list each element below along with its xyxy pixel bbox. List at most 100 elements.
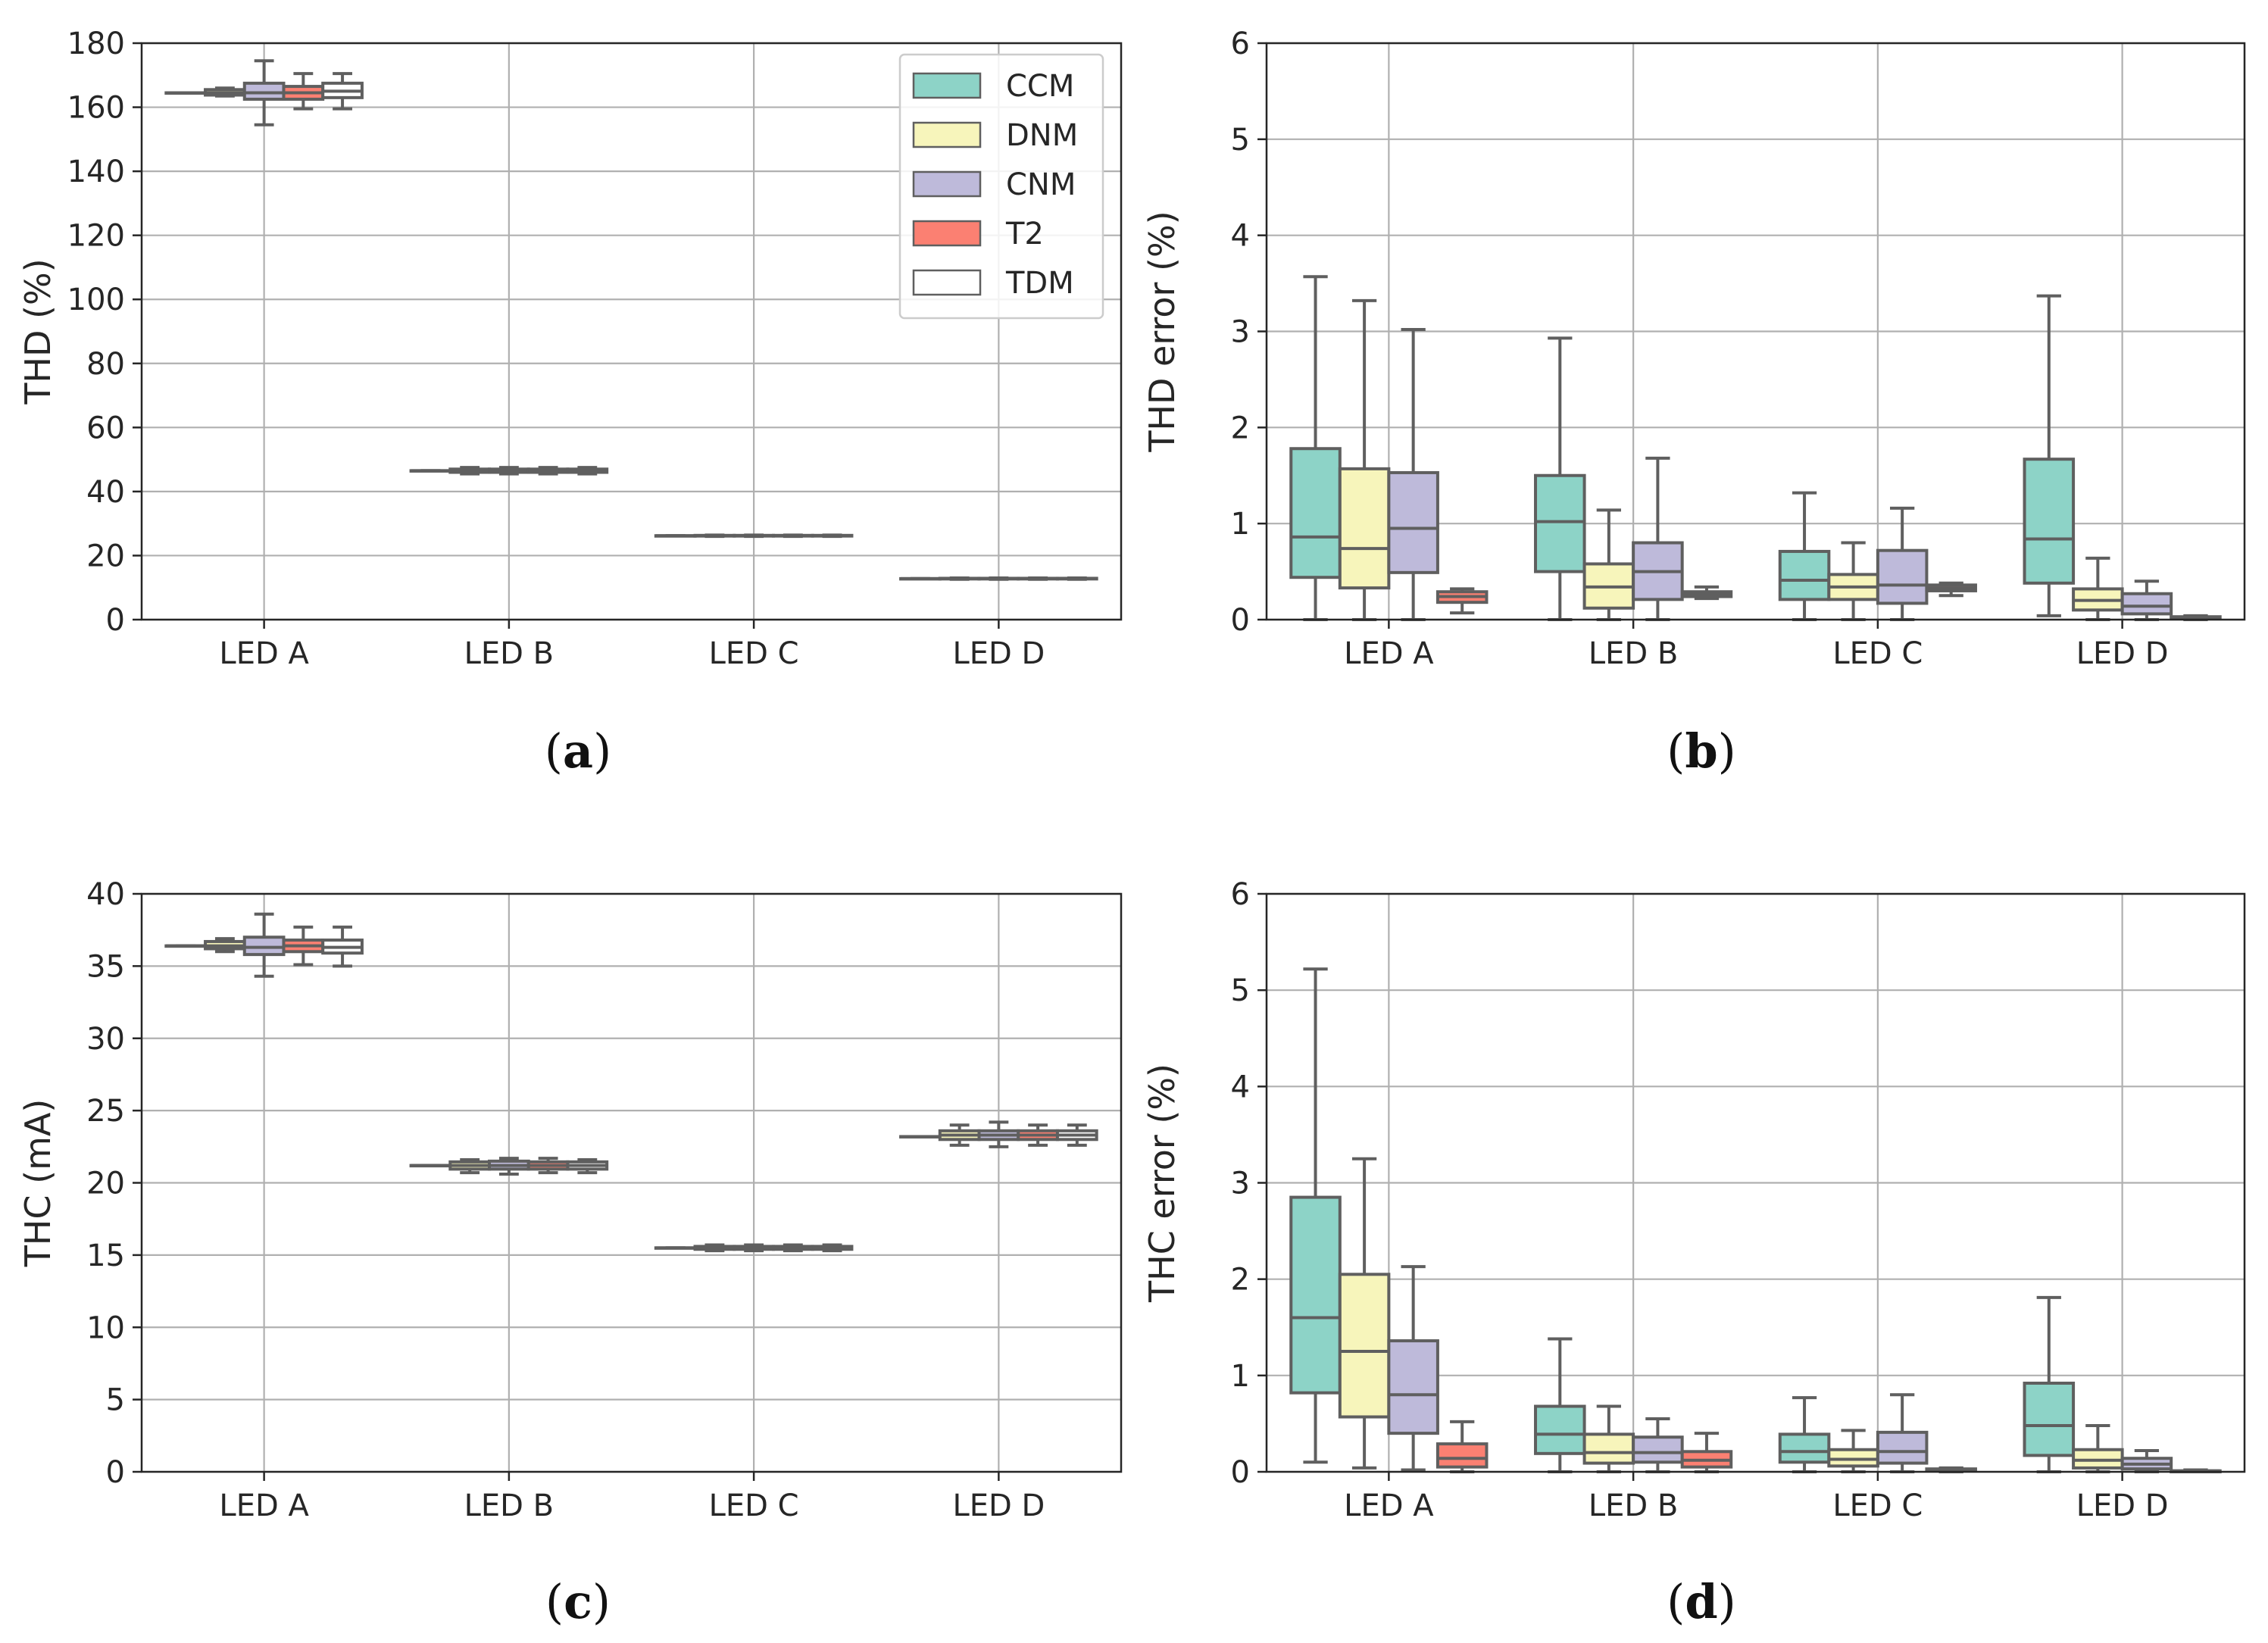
box-ccm bbox=[1289, 447, 1342, 579]
y-tick-label: 25 bbox=[86, 1094, 125, 1129]
x-tick-label: LED A bbox=[219, 636, 309, 671]
y-tick-label: 6 bbox=[1231, 27, 1250, 61]
x-tick-label: LED D bbox=[952, 636, 1045, 671]
x-tick-label: LED A bbox=[219, 1488, 309, 1523]
y-tick-label: 60 bbox=[86, 411, 125, 445]
y-axis-label: THC (mA) bbox=[17, 1099, 58, 1268]
box-cnm bbox=[1387, 1339, 1439, 1435]
y-tick-label: 35 bbox=[86, 949, 125, 984]
panel-label-a-open: ( bbox=[544, 723, 563, 779]
y-tick-label: 100 bbox=[67, 283, 125, 317]
y-tick-label: 0 bbox=[1231, 1455, 1250, 1490]
axes-frame bbox=[140, 42, 1123, 621]
legend-frame bbox=[898, 53, 1104, 320]
x-tick-label: LED C bbox=[1832, 636, 1923, 671]
panel-label-c-close: ) bbox=[592, 1574, 611, 1629]
x-tick-label: LED D bbox=[952, 1488, 1045, 1523]
legend-swatch-cnm bbox=[912, 170, 982, 198]
panel-label-c-letter: c bbox=[564, 1574, 592, 1629]
panel-label-b-open: ( bbox=[1667, 723, 1685, 779]
chart-panel-c: 0 5 10 15 20 25 30 35 40 LED A LED B LED C LED D THC … bbox=[17, 877, 1123, 1523]
x-tick-label: LED C bbox=[709, 1488, 799, 1523]
y-tick-label: 40 bbox=[86, 877, 125, 912]
chart-panel-d: 0 1 2 3 4 5 6 LED A LED B LED C LED D THC error (%) bbox=[1142, 877, 2246, 1523]
legend-swatch-tdm bbox=[912, 269, 982, 296]
y-tick-label: 180 bbox=[67, 27, 125, 61]
y-tick-label: 4 bbox=[1231, 219, 1250, 254]
panel-label-a: (a) bbox=[545, 723, 612, 779]
y-tick-label: 0 bbox=[106, 1455, 125, 1490]
legend-swatch-t2 bbox=[912, 220, 982, 247]
y-tick-label: 5 bbox=[1231, 973, 1250, 1008]
box-dnm bbox=[1582, 1432, 1635, 1465]
y-tick-label: 160 bbox=[67, 91, 125, 126]
legend-swatch-dnm bbox=[912, 121, 982, 148]
panel-label-b-close: ) bbox=[1717, 723, 1736, 779]
y-tick-label: 6 bbox=[1231, 877, 1250, 912]
y-axis-label: THD (%) bbox=[17, 258, 58, 405]
box-dnm bbox=[1338, 1273, 1391, 1419]
legend-label-cnm: CNM bbox=[1006, 167, 1076, 202]
y-tick-label: 1 bbox=[1231, 507, 1250, 542]
x-tick-label: LED C bbox=[1832, 1488, 1923, 1523]
legend-label-ccm: CCM bbox=[1006, 69, 1074, 104]
panel-label-b-letter: b bbox=[1685, 723, 1718, 779]
x-tick-label: LED D bbox=[2076, 636, 2169, 671]
box-t2 bbox=[1435, 1442, 1489, 1469]
y-tick-label: 10 bbox=[86, 1310, 125, 1345]
panel-label-c: (c) bbox=[545, 1574, 611, 1629]
box-cnm bbox=[1876, 548, 1929, 605]
y-tick-label: 3 bbox=[1231, 315, 1250, 350]
x-tick-label: LED B bbox=[1589, 636, 1679, 671]
legend-label-tdm: TDM bbox=[1005, 266, 1074, 301]
box-cnm bbox=[1876, 1430, 1929, 1465]
y-tick-label: 20 bbox=[86, 539, 125, 573]
chart-legend: CCM DNM CNM T2 TDM bbox=[898, 53, 1104, 320]
box-ccm bbox=[1778, 549, 1831, 601]
y-tick-label: 40 bbox=[86, 475, 125, 510]
y-axis-label: THC error (%) bbox=[1142, 1064, 1182, 1303]
box-ccm bbox=[2023, 458, 2076, 585]
x-tick-label: LED B bbox=[464, 1488, 555, 1523]
legend-swatch-ccm bbox=[912, 72, 982, 99]
y-tick-label: 4 bbox=[1231, 1070, 1250, 1104]
y-tick-label: 2 bbox=[1231, 411, 1250, 445]
box-ccm bbox=[1289, 1195, 1342, 1395]
box-cnm bbox=[1632, 1435, 1684, 1464]
box-ccm bbox=[1534, 473, 1586, 573]
y-tick-label: 120 bbox=[67, 219, 125, 254]
chart-panel-b: 0 1 2 3 4 5 6 LED A LED B LED C LED D THD error (%) bbox=[1142, 27, 2246, 671]
y-tick-label: 1 bbox=[1231, 1359, 1250, 1394]
box-ccm bbox=[1534, 1404, 1586, 1455]
panel-label-d: (d) bbox=[1667, 1574, 1736, 1629]
y-tick-label: 0 bbox=[1231, 603, 1250, 638]
x-tick-label: LED A bbox=[1344, 636, 1434, 671]
y-tick-label: 80 bbox=[86, 347, 125, 382]
box-dnm bbox=[1338, 467, 1391, 590]
box-cnm bbox=[242, 81, 286, 101]
panel-label-d-open: ( bbox=[1667, 1574, 1685, 1629]
box-cnm bbox=[1387, 470, 1439, 574]
y-tick-label: 2 bbox=[1231, 1263, 1250, 1298]
box-cnm bbox=[2120, 592, 2173, 616]
y-tick-label: 15 bbox=[86, 1238, 125, 1273]
x-tick-label: LED D bbox=[2076, 1488, 2169, 1523]
y-axis-label: THD error (%) bbox=[1142, 211, 1182, 452]
panel-label-b: (b) bbox=[1667, 723, 1736, 779]
chart-panel-a: 0 20 40 60 80 100 120 140 160 180 LED A LED B LED C L… bbox=[17, 27, 1123, 671]
x-tick-label: LED B bbox=[1589, 1488, 1679, 1523]
x-tick-label: LED B bbox=[464, 636, 555, 671]
y-tick-label: 30 bbox=[86, 1022, 125, 1057]
y-tick-label: 0 bbox=[106, 603, 125, 638]
y-tick-label: 140 bbox=[67, 155, 125, 189]
x-tick-label: LED A bbox=[1344, 1488, 1434, 1523]
y-tick-label: 3 bbox=[1231, 1167, 1250, 1201]
y-tick-label: 5 bbox=[106, 1383, 125, 1418]
y-tick-label: 5 bbox=[1231, 123, 1250, 158]
panel-label-c-open: ( bbox=[545, 1574, 564, 1629]
panel-label-d-letter: d bbox=[1685, 1574, 1718, 1629]
y-tick-label: 20 bbox=[86, 1167, 125, 1201]
legend-label-dnm: DNM bbox=[1006, 118, 1078, 153]
panel-label-d-close: ) bbox=[1717, 1574, 1736, 1629]
box-ccm bbox=[2023, 1382, 2076, 1457]
